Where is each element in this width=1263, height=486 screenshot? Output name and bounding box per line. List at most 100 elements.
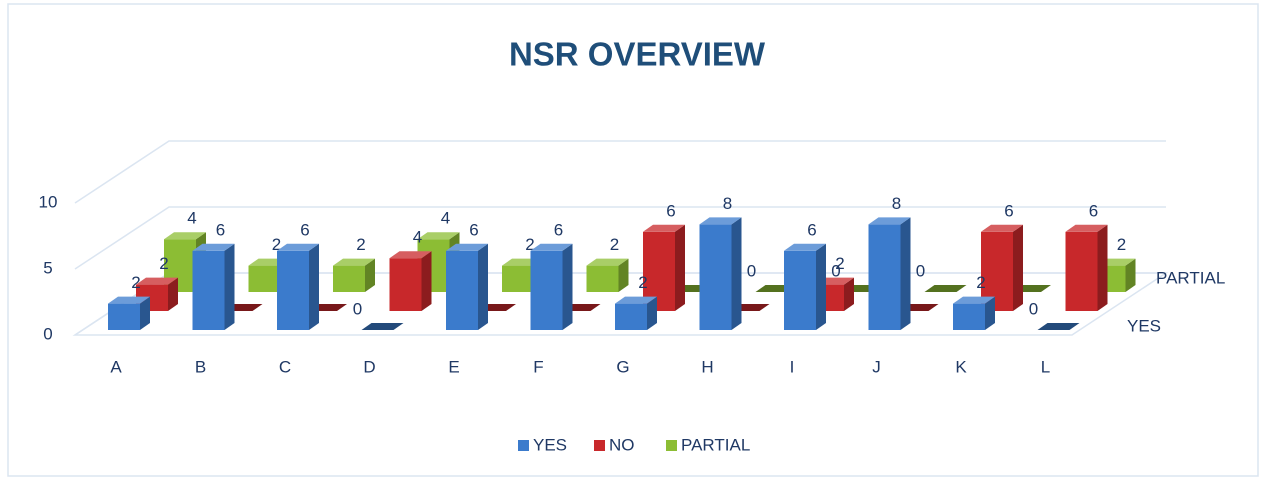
value-label: 8	[723, 194, 732, 213]
bar-top	[981, 224, 1023, 232]
bar-top	[417, 232, 460, 240]
legend-swatch	[518, 440, 529, 451]
bar-top	[136, 277, 178, 285]
bar	[108, 296, 150, 330]
value-label: 6	[1089, 201, 1098, 220]
y-tick-label: 5	[43, 258, 52, 277]
bar-side	[816, 243, 826, 330]
bar-top	[389, 251, 432, 259]
bar-side	[985, 296, 995, 330]
bar	[192, 243, 235, 330]
x-tick-label: L	[1041, 357, 1050, 376]
bar-side	[647, 296, 657, 330]
bar	[361, 323, 404, 330]
bar-front	[248, 265, 281, 292]
x-tick-label: C	[279, 357, 291, 376]
value-label: 2	[159, 254, 168, 273]
bar-top	[953, 296, 995, 304]
bar-top	[530, 243, 573, 251]
value-label: 0	[1029, 299, 1038, 318]
bar	[333, 258, 375, 292]
chart-title: NSR OVERVIEW	[509, 36, 766, 73]
bar-top	[586, 258, 629, 266]
value-label: 0	[916, 261, 925, 280]
bar-top	[277, 243, 319, 251]
y-tick-label: 0	[43, 324, 52, 343]
value-label: 2	[525, 235, 534, 254]
bar-front	[784, 250, 816, 330]
bar-front	[108, 303, 140, 330]
bar	[389, 251, 432, 311]
value-label: 2	[1117, 235, 1126, 254]
bar-top	[615, 296, 657, 304]
bar-side	[309, 243, 319, 330]
value-label: 6	[807, 220, 816, 239]
value-label: 6	[666, 201, 675, 220]
bar-top	[361, 323, 404, 330]
bar-top	[1037, 323, 1080, 330]
value-label: 4	[413, 228, 422, 247]
bar-front	[1065, 231, 1098, 311]
bar-side	[844, 277, 854, 311]
bar-front	[586, 265, 619, 292]
depth-label: YES	[1127, 316, 1161, 335]
value-label: 4	[441, 209, 450, 228]
bar-side	[365, 258, 375, 292]
depth-label: PARTIAL	[1156, 268, 1225, 287]
bar	[530, 243, 573, 330]
bar-front	[333, 265, 365, 292]
bar-front	[389, 258, 422, 311]
bar	[784, 243, 826, 330]
bar-top	[868, 217, 911, 225]
value-label: 6	[469, 220, 478, 239]
bar-front	[446, 250, 478, 330]
value-label: 2	[835, 254, 844, 273]
value-label: 0	[831, 261, 840, 280]
bar-side	[224, 243, 235, 330]
bar-top	[699, 217, 742, 225]
x-tick-label: J	[872, 357, 881, 376]
x-tick-label: G	[616, 357, 629, 376]
value-label: 0	[747, 261, 756, 280]
bar-side	[731, 217, 742, 330]
bar	[446, 243, 488, 330]
legend-label: NO	[609, 435, 635, 454]
chart-frame	[7, 3, 1259, 477]
bar	[643, 224, 685, 311]
bar-side	[618, 258, 629, 292]
bar-top	[784, 243, 826, 251]
bar-side	[900, 217, 911, 330]
bar-side	[421, 251, 432, 311]
value-label: 4	[187, 209, 196, 228]
bar	[924, 285, 967, 292]
bar-front	[699, 224, 732, 330]
bar	[615, 296, 657, 330]
grid-line	[74, 206, 1166, 270]
bar-top	[643, 224, 685, 232]
value-label: 0	[353, 299, 362, 318]
value-label: 2	[272, 235, 281, 254]
bar	[953, 296, 995, 330]
bar-side	[562, 243, 573, 330]
value-label: 2	[610, 235, 619, 254]
x-tick-label: F	[533, 357, 543, 376]
bar-side	[168, 277, 178, 311]
value-label: 2	[131, 273, 140, 292]
bar-top	[192, 243, 235, 251]
value-label: 6	[300, 220, 309, 239]
x-tick-label: K	[955, 357, 967, 376]
legend-label: YES	[533, 435, 567, 454]
x-tick-label: H	[701, 357, 713, 376]
bar-front	[502, 265, 534, 292]
bar-top	[108, 296, 150, 304]
bar	[586, 258, 629, 292]
bar-side	[1013, 224, 1023, 311]
bar-top	[1065, 224, 1108, 232]
bar-side	[1097, 224, 1108, 311]
x-tick-label: B	[195, 357, 206, 376]
legend-label: PARTIAL	[681, 435, 750, 454]
bar-front	[277, 250, 309, 330]
legend-swatch	[594, 440, 605, 451]
bar	[1037, 323, 1080, 330]
